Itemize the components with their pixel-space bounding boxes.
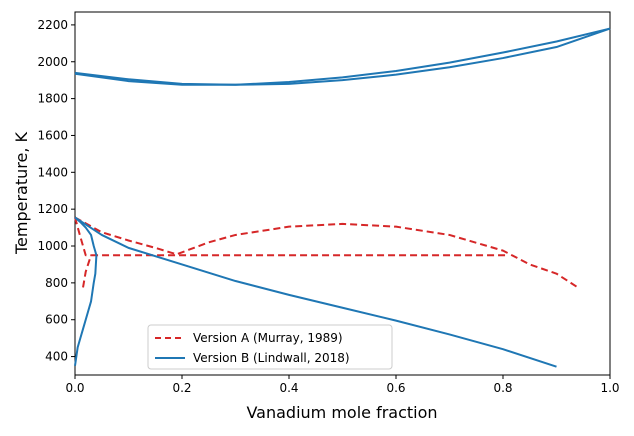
y-tick-label: 2200 [37, 18, 68, 32]
legend-label-version-b: Version B (Lindwall, 2018) [193, 351, 350, 365]
y-tick-label: 2000 [37, 55, 68, 69]
y-tick-label: 800 [45, 276, 68, 290]
x-axis-label: Vanadium mole fraction [246, 403, 437, 422]
series-version-a-line [82, 254, 93, 288]
series-layer [74, 27, 611, 368]
series-version-b-line [74, 216, 98, 256]
x-tick-label: 0.0 [65, 381, 84, 395]
x-tick-label: 0.6 [386, 381, 405, 395]
y-tick-label: 600 [45, 313, 68, 327]
x-tick-label: 0.2 [172, 381, 191, 395]
series-version-b-line [74, 27, 611, 86]
series-version-b-line [74, 255, 98, 366]
y-tick-label: 1400 [37, 165, 68, 179]
series-version-b-line [74, 216, 557, 368]
series-version-a-line [74, 216, 579, 289]
x-axis-ticks: 0.0 0.2 0.4 0.6 0.8 1.0 [65, 375, 620, 395]
y-tick-label: 1200 [37, 202, 68, 216]
legend-box [147, 324, 393, 370]
series-version-b-line [74, 27, 611, 86]
legend-label-version-a: Version A (Murray, 1989) [193, 331, 343, 345]
x-tick-label: 1.0 [600, 381, 619, 395]
plot-area [74, 11, 611, 376]
y-tick-label: 400 [45, 350, 68, 364]
y-axis-label: Temperature, K [12, 131, 31, 255]
legend: Version A (Murray, 1989) Version B (Lind… [147, 324, 393, 370]
y-tick-label: 1600 [37, 128, 68, 142]
y-tick-label: 1000 [37, 239, 68, 253]
x-tick-label: 0.8 [493, 381, 512, 395]
x-tick-label: 0.4 [279, 381, 298, 395]
y-tick-label: 1800 [37, 92, 68, 106]
y-axis-ticks: 400 600 800 1000 1200 1400 1600 1800 2000 2200 [37, 18, 75, 364]
plot-frame [74, 11, 611, 376]
